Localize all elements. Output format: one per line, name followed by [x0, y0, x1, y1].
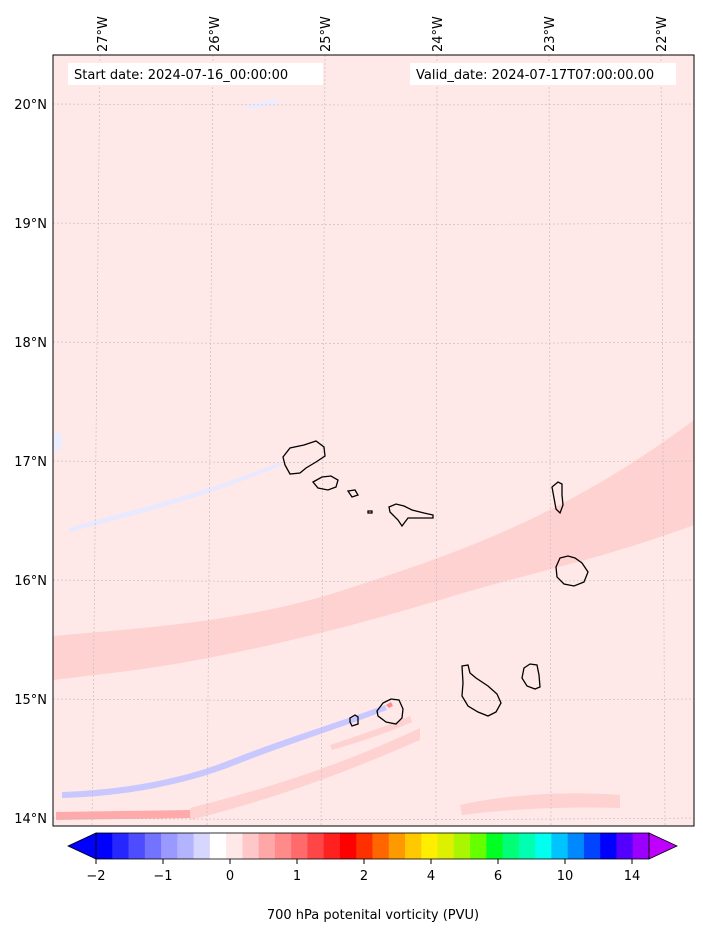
colorbar-cell [535, 833, 552, 859]
colorbar-cell [486, 833, 504, 859]
colorbar-cell [96, 833, 113, 859]
pv-neg-filament-north [68, 462, 282, 532]
lat-label: 15°N [14, 693, 47, 708]
lat-label: 20°N [14, 98, 47, 113]
colorbar-cell [600, 833, 617, 859]
colorbar-cell [388, 833, 406, 859]
lat-label: 14°N [14, 812, 47, 827]
colorbar-cell [437, 833, 455, 859]
lon-label: 24°W [431, 16, 446, 52]
colorbar-tick-label: 6 [494, 869, 502, 884]
colorbar-tick-label: 4 [427, 869, 435, 884]
colorbar-cell [258, 833, 276, 859]
colorbar-cell [421, 833, 439, 859]
lat-label: 17°N [14, 455, 47, 470]
colorbar-cell [193, 833, 211, 859]
island-sao-nicolau [388, 503, 434, 528]
pv-band-main [53, 420, 694, 680]
lon-label: 27°W [96, 16, 111, 52]
land-outlines [282, 440, 589, 727]
colorbar-tick-label: −2 [86, 869, 105, 884]
colorbar-tick-label: 0 [226, 869, 234, 884]
island-sao-vicente [311, 475, 339, 491]
pv-fogo-peak [386, 702, 393, 708]
colorbar-cell [307, 833, 325, 859]
colorbar-title: 700 hPa potenital vorticity (PVU) [267, 908, 479, 923]
colorbar-cell [502, 833, 520, 859]
colorbar-over-arrow [648, 832, 678, 860]
colorbar-cell [339, 833, 357, 859]
colorbar-tick-label: 10 [557, 869, 574, 884]
colorbar-cell [226, 833, 243, 859]
lat-label: 18°N [14, 336, 47, 351]
pv-strip-red [56, 810, 190, 820]
colorbar-cell [128, 833, 146, 859]
colorbar-cell [567, 833, 585, 859]
pv-neg-patch-west [53, 432, 62, 452]
colorbar-tick-label: 2 [360, 869, 368, 884]
colorbar-cell [161, 833, 178, 859]
colorbar-cell [144, 833, 162, 859]
colorbar [96, 833, 650, 859]
colorbar-cell [209, 833, 227, 859]
colorbar-frame [95, 832, 650, 860]
island-boa-vista [555, 555, 589, 587]
lon-label: 25°W [319, 16, 334, 52]
colorbar-cell [616, 833, 634, 859]
lat-labels: 20°N 19°N 18°N 17°N 16°N 15°N 14°N [14, 98, 47, 827]
island-sal [551, 481, 564, 515]
start-date-label: Start date: 2024-07-16_00:00:00 [74, 68, 288, 83]
colorbar-tick-label: 14 [624, 869, 641, 884]
lon-label: 23°W [543, 16, 558, 52]
pv-neg-patch-top [245, 98, 280, 110]
valid-date-label: Valid_date: 2024-07-17T07:00:00.00 [416, 68, 654, 83]
colorbar-ticks: −2 −1 0 1 2 4 6 10 14 [86, 859, 640, 884]
lon-labels: 27°W 26°W 25°W 24°W 23°W 22°W [96, 16, 670, 52]
start-date-box [68, 63, 323, 85]
island-maio [521, 663, 541, 690]
pv-band-south [190, 728, 420, 820]
island-fogo [376, 698, 404, 725]
island-brava [349, 714, 359, 727]
colorbar-cell [453, 833, 471, 859]
lat-label: 19°N [14, 217, 47, 232]
colorbar-under-arrow [67, 832, 97, 860]
lat-label: 16°N [14, 574, 47, 589]
colorbar-cell [112, 833, 130, 859]
colorbar-tick-label: −1 [153, 869, 172, 884]
map-frame [52, 54, 695, 827]
island-santa-luzia [346, 489, 359, 498]
colorbar-cell [632, 833, 650, 859]
pv-patch [330, 716, 412, 750]
colorbar-cell [551, 833, 569, 859]
lon-label: 26°W [208, 16, 223, 52]
colorbar-cell [405, 833, 422, 859]
colorbar-cell [291, 833, 308, 859]
colorbar-tick-label: 1 [293, 869, 301, 884]
lon-label: 22°W [655, 16, 670, 52]
island-santiago [461, 664, 502, 717]
map-background [53, 55, 694, 826]
colorbar-cell [518, 833, 536, 859]
colorbar-cell [470, 833, 487, 859]
graticule [52, 54, 695, 827]
island-santo-antao [282, 440, 326, 475]
colorbar-cell [583, 833, 601, 859]
island-raso [367, 510, 373, 514]
colorbar-cell [242, 833, 260, 859]
colorbar-cell [323, 833, 341, 859]
colorbar-cell [274, 833, 292, 859]
pv-patch-se [460, 793, 620, 815]
valid-date-box [410, 63, 676, 85]
colorbar-cell [177, 833, 195, 859]
colorbar-cell [356, 833, 373, 859]
colorbar-cell [372, 833, 390, 859]
